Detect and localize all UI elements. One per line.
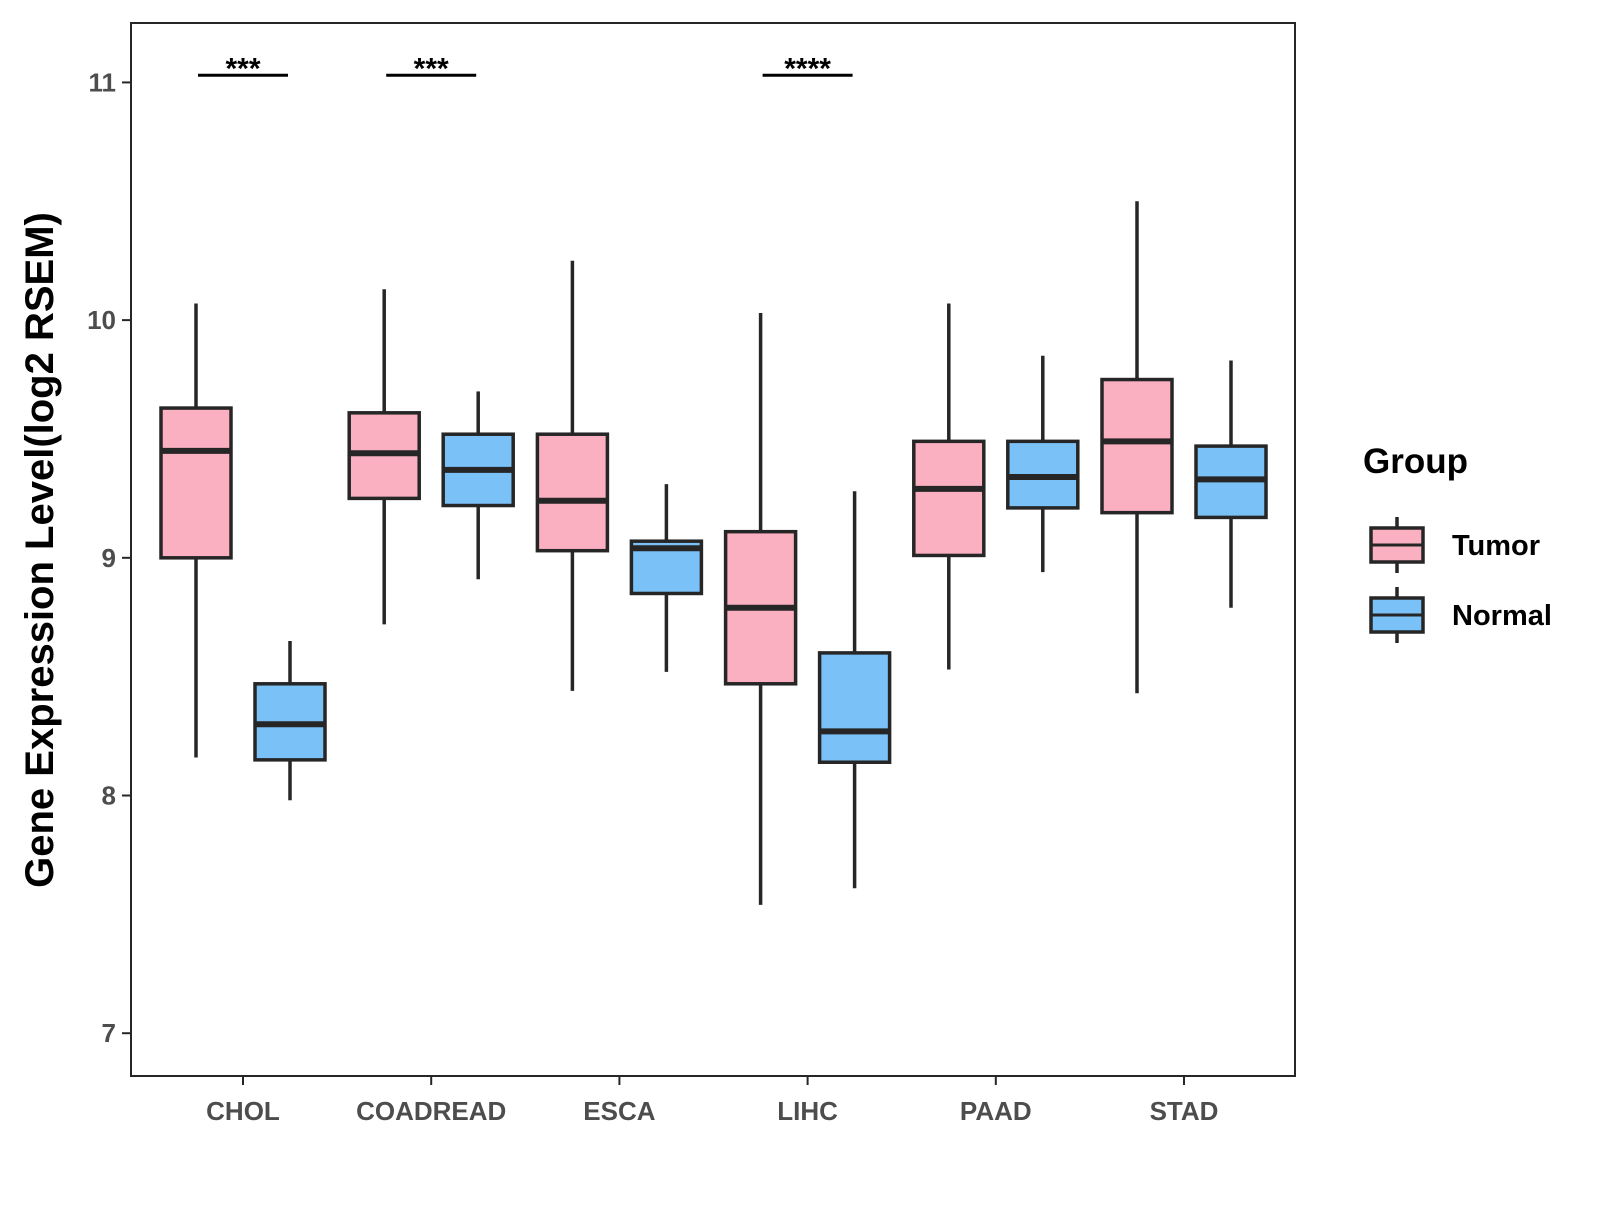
x-tick-label: ESCA — [583, 1096, 655, 1126]
y-tick-label: 9 — [102, 543, 116, 573]
legend: Group Tumor Normal — [1363, 442, 1552, 643]
box-tumor-lihc — [723, 312, 798, 905]
box-body — [535, 432, 610, 553]
box-normal-lihc — [817, 491, 892, 889]
y-tick-label: 10 — [87, 305, 116, 335]
significance-label: *** — [414, 52, 449, 85]
legend-label: Normal — [1452, 600, 1552, 632]
x-tick-label: PAAD — [960, 1096, 1032, 1126]
y-tick-label: 7 — [102, 1018, 116, 1048]
y-axis-title: Gene Expression Level(log2 RSEM) — [18, 212, 62, 888]
box-tumor-coadread — [347, 289, 421, 625]
box-tumor-paad — [912, 303, 986, 670]
box-body — [1100, 377, 1174, 515]
legend-label: Tumor — [1452, 530, 1540, 562]
box-normal-coadread — [441, 391, 515, 580]
significance-label: **** — [784, 52, 831, 85]
box-tumor-esca — [535, 260, 610, 691]
legend-title: Group — [1363, 442, 1468, 481]
box-body — [912, 439, 986, 558]
box-body — [159, 406, 233, 560]
legend-item-tumor: Tumor — [1369, 517, 1540, 573]
legend-item-normal: Normal — [1369, 587, 1552, 643]
box-normal-paad — [1006, 355, 1080, 573]
box-normal-stad — [1194, 360, 1268, 608]
x-tick-label: CHOL — [206, 1096, 280, 1126]
box-normal-esca — [629, 484, 704, 672]
x-tick-label: COADREAD — [356, 1096, 506, 1126]
y-tick-label: 8 — [102, 781, 116, 811]
box-body — [817, 651, 892, 764]
x-tick-label: STAD — [1150, 1096, 1219, 1126]
x-tick-label: LIHC — [777, 1096, 838, 1126]
box-tumor-chol — [159, 303, 233, 758]
box-normal-chol — [253, 641, 327, 801]
y-tick-label: 11 — [89, 67, 117, 97]
box-tumor-stad — [1100, 201, 1174, 694]
panel-border — [130, 22, 1296, 1077]
significance-label: *** — [225, 52, 260, 85]
